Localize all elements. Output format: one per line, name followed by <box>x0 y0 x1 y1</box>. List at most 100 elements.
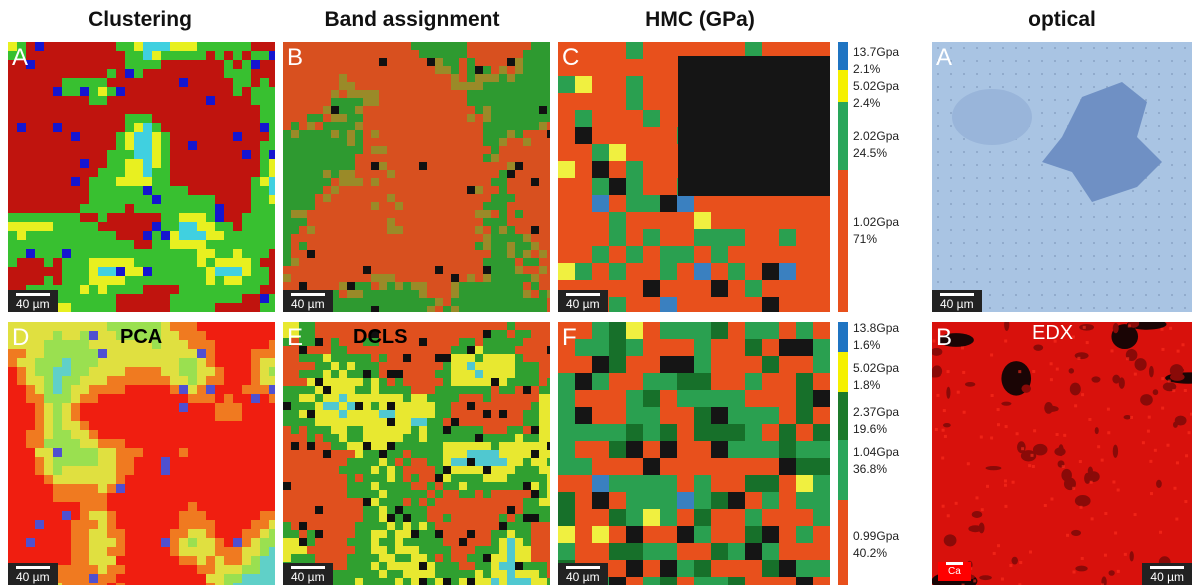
map-pixel <box>134 412 143 421</box>
map-pixel <box>35 502 44 511</box>
map-pixel <box>269 565 275 574</box>
map-pixel <box>491 506 499 514</box>
map-pixel <box>80 376 89 385</box>
map-pixel <box>188 529 197 538</box>
map-pixel <box>387 210 395 218</box>
map-pixel <box>459 154 467 162</box>
map-pixel <box>179 358 188 367</box>
map-pixel <box>443 290 451 298</box>
map-pixel <box>451 266 459 274</box>
map-pixel <box>206 60 215 69</box>
map-pixel <box>307 162 315 170</box>
map-pixel <box>539 522 547 530</box>
map-pixel <box>71 177 80 186</box>
indent <box>1184 47 1186 49</box>
map-pixel <box>547 490 550 498</box>
map-pixel <box>331 498 339 506</box>
map-pixel <box>531 146 539 154</box>
map-pixel <box>451 250 459 258</box>
map-pixel <box>483 266 491 274</box>
map-pixel <box>283 554 291 562</box>
map-pixel <box>206 303 215 312</box>
map-pixel <box>8 186 17 195</box>
map-pixel <box>395 522 403 530</box>
map-pixel <box>411 74 419 82</box>
hmc-pixel <box>643 407 660 424</box>
map-pixel <box>491 386 499 394</box>
map-pixel <box>419 322 427 330</box>
map-pixel <box>371 362 379 370</box>
map-pixel <box>491 538 499 546</box>
map-pixel <box>419 378 427 386</box>
map-pixel <box>347 90 355 98</box>
map-pixel <box>44 556 53 565</box>
map-pixel <box>8 231 17 240</box>
map-pixel <box>427 578 435 585</box>
map-pixel <box>371 578 379 585</box>
map-pixel <box>419 338 427 346</box>
map-pixel <box>499 530 507 538</box>
map-pixel <box>242 159 251 168</box>
map-pixel <box>152 412 161 421</box>
map-pixel <box>62 511 71 520</box>
map-pixel <box>547 322 550 330</box>
map-pixel <box>379 138 387 146</box>
map-pixel <box>215 583 224 585</box>
map-pixel <box>80 484 89 493</box>
map-pixel <box>251 150 260 159</box>
hmc-pixel <box>609 280 626 297</box>
map-pixel <box>224 466 233 475</box>
map-pixel <box>291 546 299 554</box>
indent <box>1028 164 1030 166</box>
indent <box>1184 268 1186 270</box>
map-pixel <box>179 556 188 565</box>
map-pixel <box>242 385 251 394</box>
hmc-pixel <box>643 161 660 178</box>
map-pixel <box>435 106 443 114</box>
map-pixel <box>269 285 275 294</box>
map-pixel <box>98 168 107 177</box>
hmc-pixel <box>660 76 677 93</box>
map-pixel <box>371 178 379 186</box>
map-pixel <box>206 556 215 565</box>
map-pixel <box>515 50 523 58</box>
map-pixel <box>331 218 339 226</box>
map-pixel <box>331 290 339 298</box>
map-pixel <box>179 565 188 574</box>
map-pixel <box>98 240 107 249</box>
map-pixel <box>242 565 251 574</box>
map-pixel <box>283 338 291 346</box>
map-pixel <box>307 522 315 530</box>
map-pixel <box>98 285 107 294</box>
indent <box>1184 307 1186 309</box>
map-pixel <box>242 294 251 303</box>
map-pixel <box>371 58 379 66</box>
map-pixel <box>53 150 62 159</box>
map-pixel <box>395 330 403 338</box>
map-pixel <box>427 146 435 154</box>
hmc-pixel <box>660 212 677 229</box>
map-pixel <box>62 583 71 585</box>
indent <box>1184 73 1186 75</box>
map-pixel <box>507 378 515 386</box>
map-pixel <box>379 66 387 74</box>
map-pixel <box>499 442 507 450</box>
map-pixel <box>315 402 323 410</box>
map-pixel <box>427 130 435 138</box>
hmc-pixel <box>643 356 660 373</box>
map-pixel <box>347 514 355 522</box>
map-pixel <box>143 430 152 439</box>
map-pixel <box>531 98 539 106</box>
map-pixel <box>547 530 550 538</box>
map-pixel <box>499 114 507 122</box>
map-pixel <box>331 50 339 58</box>
map-pixel <box>188 240 197 249</box>
map-pixel <box>143 294 152 303</box>
map-pixel <box>547 546 550 554</box>
map-pixel <box>547 42 550 50</box>
map-pixel <box>197 249 206 258</box>
map-pixel <box>283 346 291 354</box>
map-pixel <box>107 448 116 457</box>
map-pixel <box>379 450 387 458</box>
map-pixel <box>475 138 483 146</box>
